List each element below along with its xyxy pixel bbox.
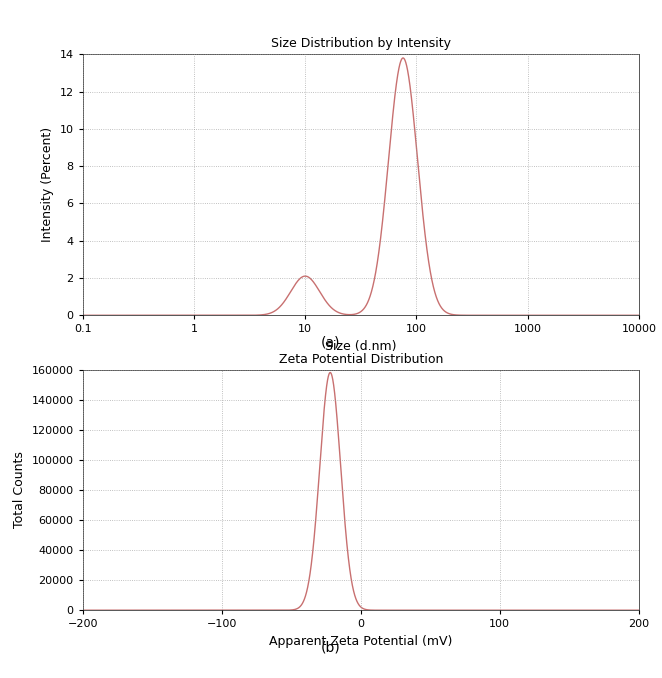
X-axis label: Apparent Zeta Potential (mV): Apparent Zeta Potential (mV) (269, 635, 453, 647)
Text: (a): (a) (321, 336, 341, 349)
Y-axis label: Intensity (Percent): Intensity (Percent) (41, 127, 54, 242)
Title: Size Distribution by Intensity: Size Distribution by Intensity (271, 37, 451, 50)
Title: Zeta Potential Distribution: Zeta Potential Distribution (279, 353, 443, 365)
X-axis label: Size (d.nm): Size (d.nm) (325, 340, 397, 353)
Y-axis label: Total Counts: Total Counts (13, 452, 26, 528)
Text: (b): (b) (321, 641, 341, 654)
